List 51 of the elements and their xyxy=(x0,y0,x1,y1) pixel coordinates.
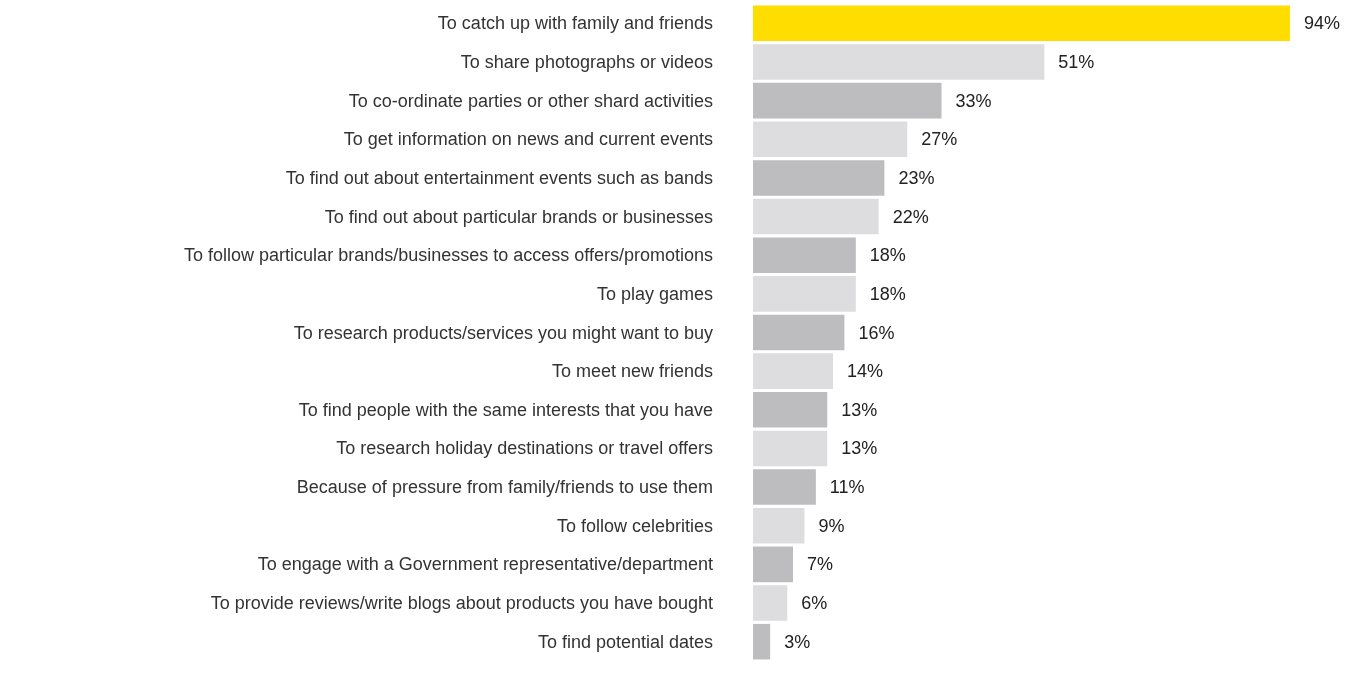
y-tick-label: To research holiday destinations or travel offers xyxy=(336,438,713,459)
y-tick-label: To follow celebrities xyxy=(556,515,713,536)
y-tick-label: To share photographs or videos xyxy=(460,51,713,72)
bar xyxy=(753,198,879,235)
data-label: 51% xyxy=(1058,51,1095,72)
bar xyxy=(753,546,793,583)
bar xyxy=(753,82,942,119)
y-tick-label: To follow particular brands/businesses to access offers/promotions xyxy=(184,245,713,266)
y-tick-label: To research products/services you might want to buy xyxy=(293,322,713,343)
bar xyxy=(753,353,833,389)
data-label: 27% xyxy=(921,129,958,150)
data-label: 3% xyxy=(784,631,811,652)
data-label: 7% xyxy=(806,554,834,575)
data-label: 22% xyxy=(892,206,929,227)
bar xyxy=(753,623,771,660)
y-tick-label: To provide reviews/write blogs about products you have bought xyxy=(210,593,713,614)
data-label: 6% xyxy=(801,593,828,614)
y-tick-label: To engage with a Government representative/department xyxy=(257,554,713,575)
data-label: 13% xyxy=(841,399,878,420)
y-tick-label: To find out about particular brands or businesses xyxy=(324,206,713,227)
bar xyxy=(753,430,828,467)
bar xyxy=(753,507,805,544)
y-tick-label: To play games xyxy=(596,283,713,304)
y-tick-label: Because of pressure from family/friends to use them xyxy=(296,477,713,498)
data-label: 13% xyxy=(841,438,878,459)
bar xyxy=(753,121,908,158)
bar xyxy=(753,44,1045,80)
bar xyxy=(753,585,788,621)
bar xyxy=(753,5,1290,42)
y-tick-label: To find people with the same interests that you have xyxy=(298,399,713,420)
bar xyxy=(753,314,845,351)
data-label: 18% xyxy=(869,283,906,304)
y-tick-label: To meet new friends xyxy=(551,361,713,382)
y-tick-label: To co-ordinate parties or other shard activities xyxy=(348,90,713,111)
data-label: 14% xyxy=(846,361,884,382)
data-label: 23% xyxy=(898,167,935,188)
data-label: 94% xyxy=(1304,13,1341,34)
data-label: 16% xyxy=(858,322,895,343)
data-label: 11% xyxy=(829,477,865,498)
bar xyxy=(753,469,816,505)
bar xyxy=(753,392,828,428)
y-tick-label: To find potential dates xyxy=(537,631,713,652)
data-label: 9% xyxy=(818,515,845,536)
y-tick-label: To catch up with family and friends xyxy=(437,13,713,34)
bar xyxy=(753,160,885,196)
y-tick-label: To find out about entertainment events such as bands xyxy=(285,167,713,188)
y-tick-label: To get information on news and current events xyxy=(343,129,713,150)
bar xyxy=(753,276,856,312)
data-label: 33% xyxy=(955,90,992,111)
data-label: 18% xyxy=(869,245,906,266)
bar xyxy=(753,237,856,273)
